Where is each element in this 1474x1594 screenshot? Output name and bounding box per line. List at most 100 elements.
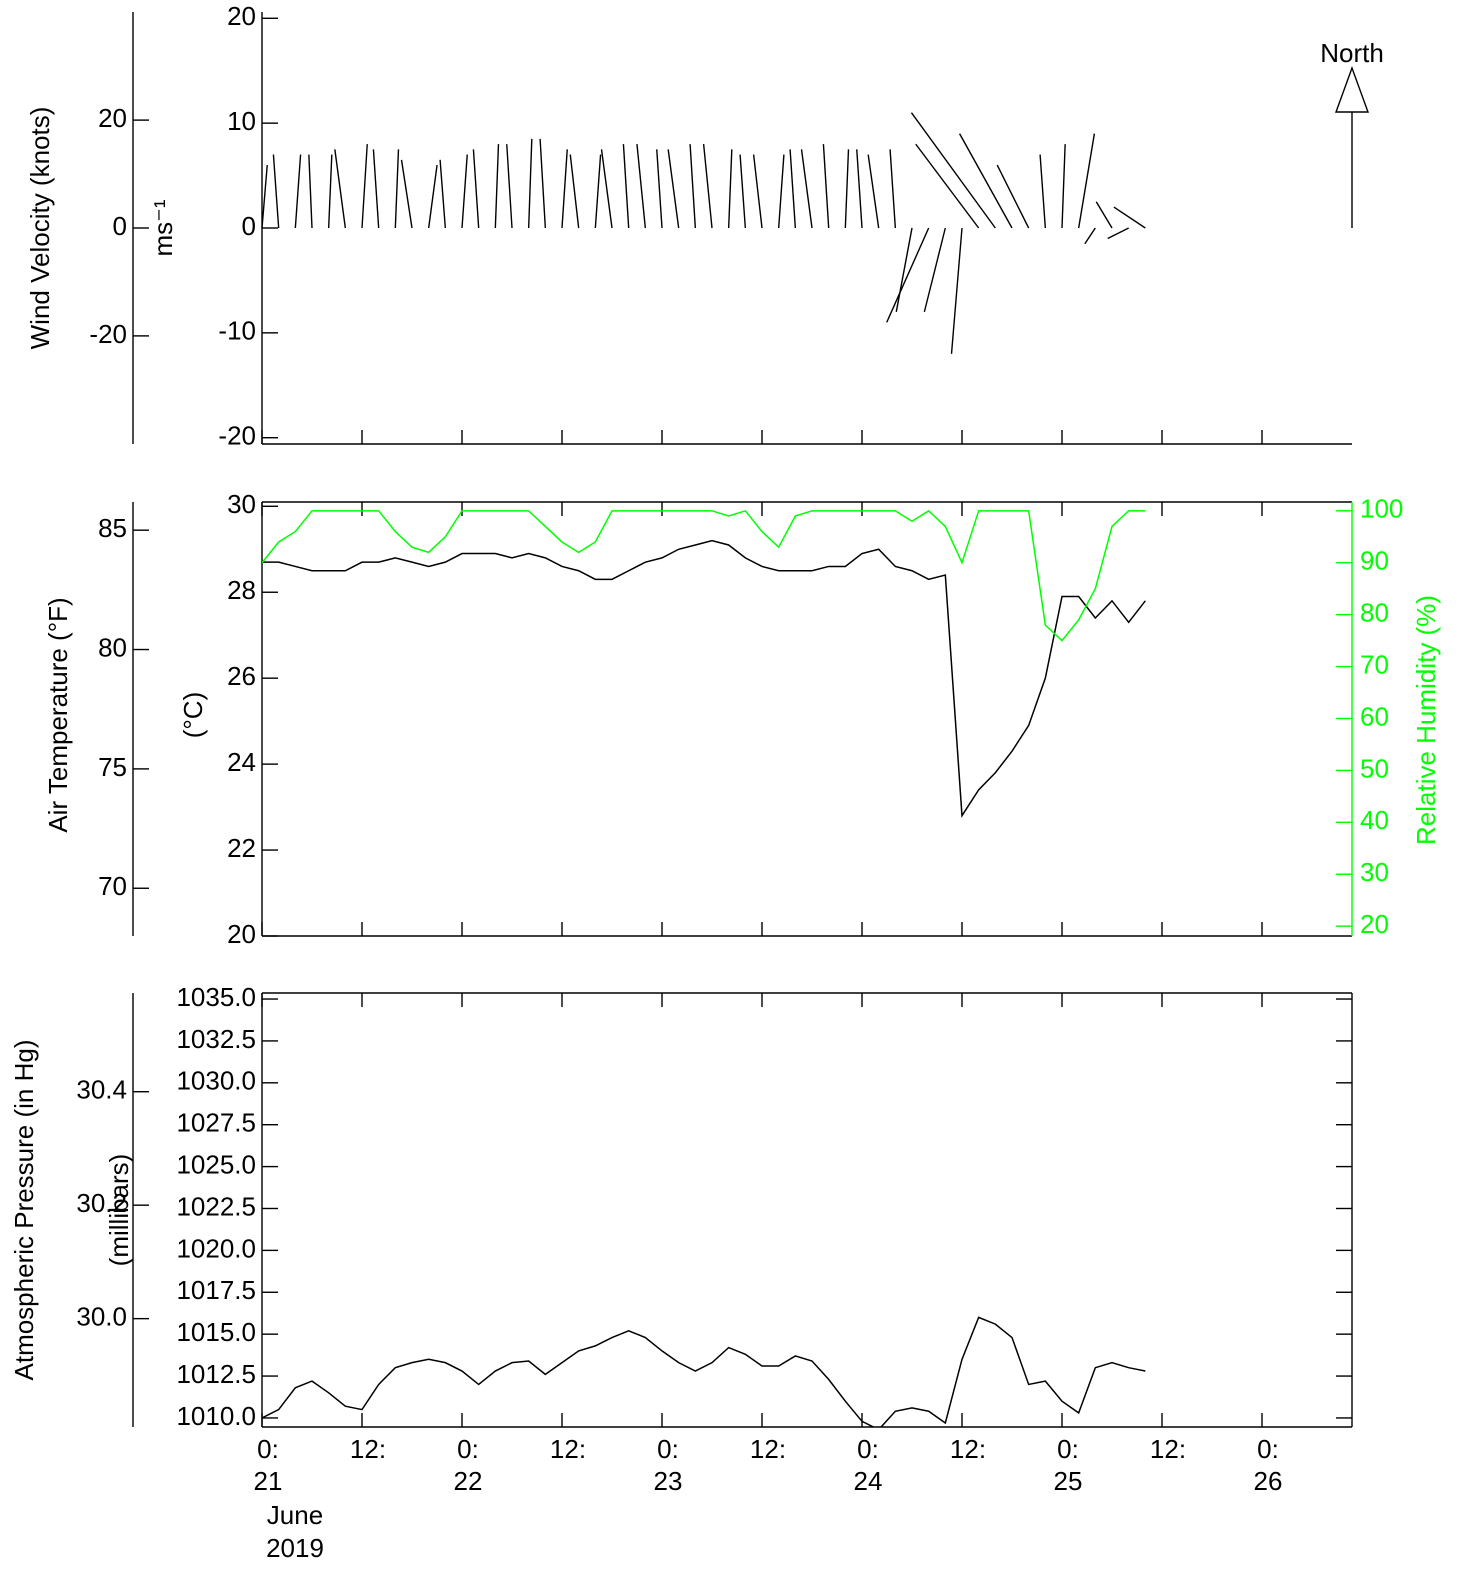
wind-stick — [844, 149, 850, 229]
wind-stick — [334, 149, 347, 229]
wind-stick — [1077, 133, 1096, 229]
wind-stick — [739, 154, 747, 229]
y-tick-label: 1012.5 — [176, 1359, 256, 1389]
wind-stick — [656, 149, 663, 229]
wind-stick — [594, 154, 602, 229]
wind-stick — [950, 227, 963, 354]
y-tick-label: 1015.0 — [176, 1317, 256, 1347]
wind-stick — [789, 149, 797, 229]
y-axis-unit: (millibars) — [104, 1154, 134, 1267]
y-tick-label: 90 — [1360, 546, 1389, 576]
wind-stick — [539, 138, 547, 229]
wind-stick — [886, 227, 930, 323]
wind-stick — [361, 144, 368, 229]
wind-stick — [327, 154, 333, 229]
wind-stick — [461, 154, 468, 229]
wind-stick — [1061, 144, 1066, 229]
x-axis-label: 2019 — [266, 1533, 324, 1563]
wind-stick — [1113, 206, 1146, 229]
wind-stick — [261, 165, 268, 229]
x-tick-label: 0: — [1257, 1434, 1279, 1464]
wind-stick — [895, 227, 913, 313]
x-tick-label: 22 — [454, 1466, 483, 1496]
series-line — [262, 1316, 1146, 1427]
x-tick-label: 21 — [254, 1466, 283, 1496]
y-tick-label: -20 — [218, 421, 256, 451]
wind-stick — [472, 149, 480, 229]
y-tick-label: 1027.5 — [176, 1108, 256, 1138]
y-tick-label: 24 — [227, 747, 256, 777]
wind-stick — [777, 154, 785, 229]
series-line — [262, 539, 1146, 818]
x-tick-label: 25 — [1054, 1466, 1083, 1496]
y-tick-label: 1022.5 — [176, 1191, 256, 1221]
y-tick-label: 1035.0 — [176, 982, 256, 1012]
wind-stick — [636, 144, 647, 229]
y-axis-unit: ms⁻¹ — [148, 199, 178, 256]
y-tick-label: 40 — [1360, 805, 1389, 835]
wind-stick — [702, 144, 713, 229]
wind-stick — [915, 143, 980, 229]
x-tick-label: 0: — [257, 1434, 279, 1464]
wind-stick — [622, 144, 630, 229]
wind-stick — [400, 159, 413, 229]
wind-stick — [667, 149, 680, 229]
wind-stick — [1095, 201, 1113, 229]
x-tick-label: 12: — [950, 1434, 986, 1464]
north-label: North — [1320, 38, 1384, 68]
wind-stick — [689, 144, 697, 229]
wind-stick — [494, 144, 500, 229]
y-axis-label: Air Temperature (°F) — [43, 597, 73, 832]
wind-stick — [294, 154, 302, 229]
wind-stick — [506, 144, 513, 229]
y-tick-label: 20 — [98, 103, 127, 133]
wind-stick — [889, 149, 897, 229]
wind-stick — [372, 149, 380, 229]
north-arrow — [1335, 65, 1369, 228]
y-axis-unit: (°C) — [178, 692, 208, 739]
y-tick-label: 1030.0 — [176, 1066, 256, 1096]
y2-axis-label: Relative Humidity (%) — [1411, 595, 1441, 845]
wind-stick — [752, 154, 763, 229]
y-tick-label: 22 — [227, 833, 256, 863]
x-tick-label: 23 — [654, 1466, 683, 1496]
y-tick-label: 75 — [98, 752, 127, 782]
series-line — [262, 509, 1146, 642]
wind-stick — [910, 112, 996, 229]
y-tick-label: 30 — [227, 489, 256, 519]
y-tick-label: -20 — [89, 319, 127, 349]
wind-stick — [923, 227, 947, 313]
wind-stick — [867, 154, 880, 229]
x-tick-label: 12: — [1150, 1434, 1186, 1464]
wind-stick — [439, 159, 447, 229]
wind-stick — [1084, 227, 1096, 245]
y-tick-label: 1020.0 — [176, 1233, 256, 1263]
y-tick-label: 30.2 — [76, 1188, 127, 1218]
y-tick-label: 80 — [98, 632, 127, 662]
wind-stick — [996, 164, 1030, 229]
wind-stick — [600, 149, 613, 229]
x-tick-label: 0: — [657, 1434, 679, 1464]
y-tick-label: 28 — [227, 575, 256, 605]
y-tick-label: 20 — [227, 919, 256, 949]
wind-stick — [727, 149, 733, 229]
wind-stick — [272, 154, 280, 229]
y-tick-label: -10 — [218, 316, 256, 346]
y-tick-label: 1032.5 — [176, 1024, 256, 1054]
wind-stick — [527, 138, 533, 229]
wind-stick — [1107, 227, 1129, 240]
plot-area — [262, 509, 1146, 818]
wind-stick — [569, 154, 580, 229]
y-tick-label: 20 — [1360, 909, 1389, 939]
y-tick-label: 1010.0 — [176, 1401, 256, 1431]
wind-stick — [856, 149, 863, 229]
wind-stick — [394, 149, 400, 229]
wind-stick — [958, 133, 1013, 229]
y-tick-label: 10 — [227, 106, 256, 136]
x-axis-label: June — [267, 1500, 323, 1530]
y-tick-label: 70 — [1360, 649, 1389, 679]
y-tick-label: 0 — [113, 211, 127, 241]
y-tick-label: 100 — [1360, 494, 1403, 524]
